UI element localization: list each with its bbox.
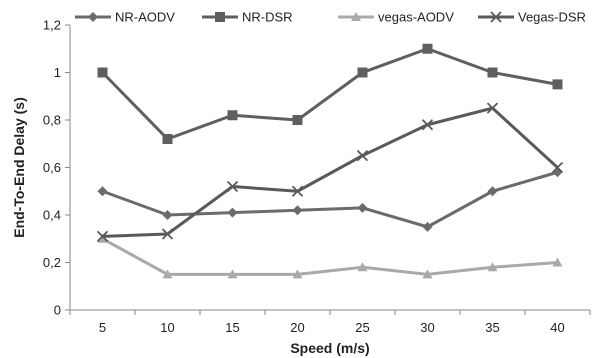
data-point-nr-aodv bbox=[422, 221, 433, 232]
x-axis: 5 10 15 20 25 30 35 40 bbox=[69, 309, 591, 335]
series-nr-aodv bbox=[97, 167, 563, 232]
x-tick-label: 35 bbox=[485, 320, 499, 335]
data-point-vegas-aodv bbox=[487, 262, 498, 272]
y-tick-label: 1 bbox=[54, 65, 61, 80]
data-point-nr-aodv bbox=[227, 207, 238, 218]
data-point-nr-dsr bbox=[487, 67, 498, 78]
x-tick-label: 40 bbox=[550, 320, 564, 335]
legend-marker bbox=[215, 12, 225, 22]
data-point-vegas-aodv bbox=[162, 269, 173, 279]
legend-item-nr-dsr: NR-DSR bbox=[202, 10, 293, 25]
x-tick-label: 10 bbox=[160, 320, 174, 335]
data-point-vegas-aodv bbox=[292, 269, 303, 279]
legend-label: NR-AODV bbox=[115, 10, 175, 25]
y-axis-title: End-To-End Delay (s) bbox=[11, 97, 27, 238]
x-tick-label: 25 bbox=[355, 320, 369, 335]
data-point-nr-aodv bbox=[97, 186, 108, 197]
series-nr-dsr bbox=[97, 43, 563, 144]
data-point-nr-aodv bbox=[357, 202, 368, 213]
data-point-vegas-dsr bbox=[551, 161, 564, 174]
data-point-nr-dsr bbox=[292, 115, 303, 125]
x-tick-label: 5 bbox=[99, 320, 106, 335]
y-axis: 0 0,2 0,4 0,6 0,8 1 1,2 bbox=[43, 18, 71, 318]
y-tick-label: 0,2 bbox=[43, 255, 61, 270]
data-point-nr-dsr bbox=[162, 134, 173, 144]
data-point-nr-dsr bbox=[422, 43, 433, 54]
y-tick-label: 0 bbox=[54, 303, 61, 318]
x-tick-label: 30 bbox=[420, 320, 434, 335]
legend-label: vegas-AODV bbox=[378, 10, 454, 25]
y-tick-label: 1,2 bbox=[43, 18, 61, 33]
data-point-vegas-dsr bbox=[96, 230, 109, 243]
data-point-vegas-aodv bbox=[227, 269, 238, 279]
data-point-vegas-dsr bbox=[161, 228, 174, 240]
series-vegas-dsr bbox=[96, 102, 564, 243]
series-line-nr-dsr bbox=[101, 47, 558, 141]
legend-item-vegas-aodv: vegas-AODV bbox=[338, 10, 454, 25]
legend: NR-AODV NR-DSR vegas-AODV Vegas-DSR bbox=[75, 10, 586, 25]
data-point-vegas-dsr bbox=[226, 180, 239, 193]
data-point-vegas-dsr bbox=[421, 119, 434, 131]
data-point-nr-dsr bbox=[227, 110, 238, 121]
series-vegas-aodv bbox=[97, 233, 563, 279]
y-tick-label: 0,4 bbox=[43, 208, 61, 223]
series-line-nr-aodv bbox=[101, 170, 558, 229]
data-point-vegas-dsr bbox=[486, 102, 499, 114]
data-point-vegas-aodv bbox=[97, 233, 108, 243]
series-line-vegas-dsr bbox=[102, 106, 559, 238]
data-point-vegas-aodv bbox=[422, 269, 433, 279]
legend-marker bbox=[88, 12, 98, 22]
legend-label: Vegas-DSR bbox=[518, 10, 586, 25]
data-point-nr-aodv bbox=[162, 210, 173, 220]
y-tick-label: 0,6 bbox=[43, 160, 61, 175]
legend-item-nr-aodv: NR-AODV bbox=[75, 10, 175, 25]
series-line-vegas-aodv bbox=[101, 237, 558, 276]
x-tick-label: 20 bbox=[290, 320, 304, 335]
legend-marker bbox=[490, 11, 502, 23]
data-point-vegas-dsr bbox=[356, 149, 369, 162]
data-point-nr-aodv bbox=[487, 186, 498, 197]
series-layer bbox=[96, 43, 564, 279]
y-tick-label: 0,8 bbox=[43, 113, 61, 128]
data-point-nr-dsr bbox=[552, 79, 563, 90]
data-point-vegas-dsr bbox=[291, 185, 304, 197]
x-axis-title: Speed (m/s) bbox=[290, 340, 369, 356]
data-point-vegas-aodv bbox=[357, 262, 368, 272]
legend-item-vegas-dsr: Vegas-DSR bbox=[478, 10, 586, 25]
data-point-nr-dsr bbox=[357, 67, 368, 78]
data-point-vegas-aodv bbox=[552, 257, 563, 267]
x-tick-label: 15 bbox=[225, 320, 239, 335]
legend-label: NR-DSR bbox=[242, 10, 293, 25]
data-point-nr-dsr bbox=[97, 67, 108, 78]
data-point-nr-aodv bbox=[292, 205, 303, 216]
legend-marker bbox=[351, 12, 361, 21]
